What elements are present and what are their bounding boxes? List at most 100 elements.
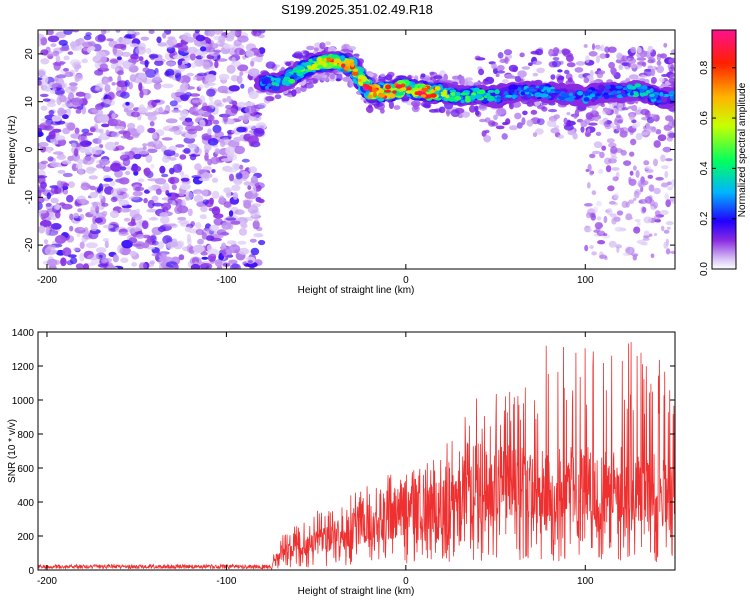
noise-blob [171, 92, 176, 99]
noise-blob [73, 247, 81, 252]
noise-blob [123, 217, 131, 222]
noise-blob [119, 154, 130, 161]
snr-xlabel: Height of straight line (km) [298, 586, 415, 597]
noise-blob [253, 127, 265, 137]
ridge-blob [261, 80, 267, 85]
noise-blob [83, 34, 92, 41]
snr-ytick-label: 200 [17, 532, 34, 543]
scatter-blob [479, 118, 487, 123]
noise-blob [239, 49, 246, 56]
scatter-blob [496, 70, 506, 74]
colorbar-tick-label: 0.4 [699, 161, 710, 175]
noise-blob [109, 59, 119, 64]
ridge-blob [627, 84, 633, 90]
noise-blob [202, 61, 211, 70]
noise-blob [187, 46, 198, 54]
scatter-blob [561, 48, 571, 55]
noise-blob [74, 127, 80, 135]
noise-blob [225, 104, 233, 110]
noise-blob [200, 46, 207, 52]
noise-blob [190, 263, 201, 269]
noise-blob [592, 43, 595, 51]
noise-blob [111, 113, 116, 119]
noise-blob [185, 37, 195, 43]
scatter-blob [526, 119, 534, 127]
noise-blob [76, 158, 84, 165]
colorbar-gradient [711, 29, 737, 270]
ridge-blob [464, 97, 471, 103]
scatter-blob [532, 132, 538, 138]
noise-blob [601, 145, 607, 151]
ridge-blob [570, 95, 576, 99]
noise-blob [632, 197, 637, 201]
noise-blob [197, 72, 207, 77]
ridge-blob [567, 88, 575, 95]
noise-blob [95, 247, 107, 254]
noise-blob [136, 124, 145, 134]
noise-blob [244, 106, 256, 114]
scatter-blob [463, 79, 469, 87]
noise-blob [197, 110, 205, 115]
noise-blob [67, 254, 77, 258]
noise-blob [636, 51, 645, 59]
noise-blob [205, 235, 215, 241]
noise-blob [128, 237, 138, 244]
ridge-blob [384, 89, 392, 93]
scatter-blob [512, 66, 518, 73]
noise-blob [624, 246, 634, 255]
scatter-blob [462, 111, 470, 118]
ridge-blob [351, 71, 359, 76]
scatter-blob [541, 106, 548, 112]
scatter-blob [285, 61, 292, 67]
spectrogram-marks [38, 30, 675, 269]
noise-blob [116, 190, 121, 195]
noise-blob [253, 233, 264, 238]
noise-blob [90, 259, 97, 265]
spectrogram-ytick-label: -10 [24, 190, 35, 205]
ridge-blob [605, 84, 611, 90]
noise-blob [54, 87, 65, 96]
noise-blob [85, 242, 98, 249]
noise-blob [252, 185, 257, 195]
noise-blob [189, 93, 201, 97]
noise-blob [161, 83, 174, 89]
ridge-blob [621, 93, 628, 98]
noise-blob [583, 228, 593, 232]
noise-blob [233, 178, 243, 185]
noise-blob [651, 113, 657, 120]
noise-blob [201, 256, 209, 260]
noise-blob [232, 192, 239, 200]
noise-blob [147, 199, 155, 209]
noise-blob [38, 210, 47, 214]
noise-blob [165, 68, 175, 77]
noise-blob [66, 194, 74, 203]
noise-blob [85, 92, 92, 100]
noise-blob [231, 100, 238, 106]
noise-blob [182, 120, 194, 127]
noise-blob [209, 197, 214, 205]
noise-blob [141, 78, 154, 85]
noise-blob [669, 197, 675, 202]
scatter-blob [548, 109, 558, 113]
noise-blob [595, 200, 602, 207]
noise-blob [599, 53, 607, 59]
noise-blob [584, 244, 589, 252]
noise-blob [588, 51, 598, 57]
scatter-blob [473, 81, 481, 86]
noise-blob [100, 56, 107, 63]
noise-blob [62, 172, 73, 178]
noise-blob [213, 49, 222, 53]
scatter-blob [516, 122, 523, 129]
noise-blob [117, 244, 123, 254]
noise-blob [40, 181, 47, 189]
ridge-blob [657, 99, 663, 103]
noise-blob [146, 104, 154, 110]
noise-blob [103, 77, 108, 85]
noise-blob [193, 194, 204, 203]
noise-blob [611, 217, 617, 225]
noise-blob [177, 216, 187, 221]
noise-blob [195, 228, 204, 236]
noise-blob [110, 162, 122, 172]
noise-blob [151, 202, 164, 207]
